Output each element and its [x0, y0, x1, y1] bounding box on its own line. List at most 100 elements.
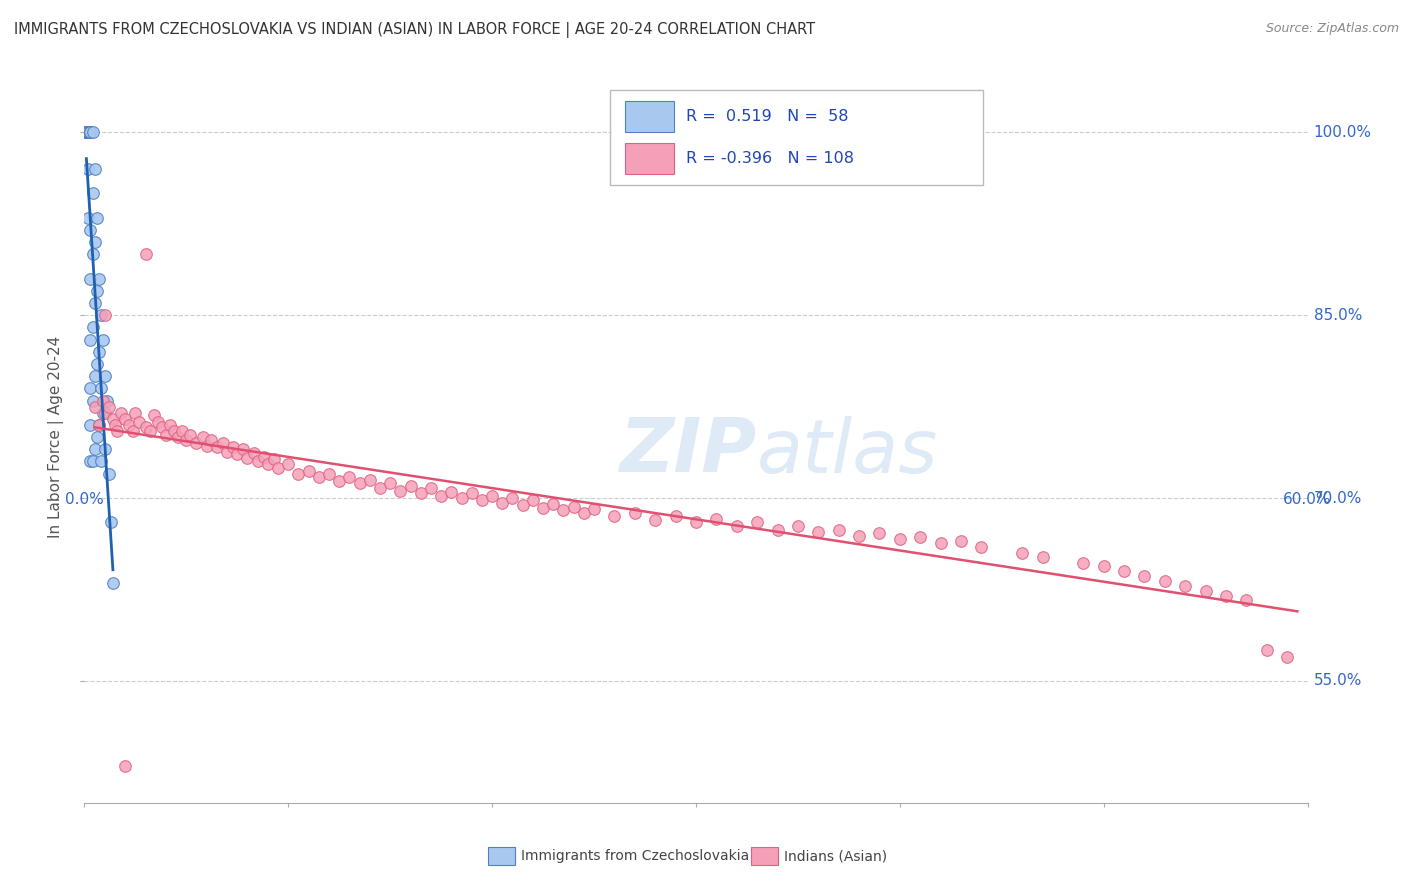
Y-axis label: In Labor Force | Age 20-24: In Labor Force | Age 20-24 [48, 336, 65, 538]
Point [93, 406, 115, 420]
Point [128, 416, 150, 430]
Point [105, 424, 128, 438]
Point [146, 416, 169, 430]
Point [624, 506, 647, 520]
Point [79, 271, 101, 285]
Point [79, 333, 101, 347]
Text: 100.0%: 100.0% [1313, 125, 1372, 140]
Point [118, 417, 141, 432]
Point [135, 247, 157, 261]
Point [77, 211, 100, 225]
Text: atlas: atlas [758, 416, 939, 488]
Point [82, 393, 104, 408]
FancyBboxPatch shape [626, 102, 673, 132]
Text: 85.0%: 85.0% [1313, 308, 1362, 323]
Point [205, 440, 228, 454]
Point [83, 400, 105, 414]
Point [1032, 549, 1054, 564]
Point [77, 125, 100, 139]
Point [77, 125, 100, 139]
Text: IMMIGRANTS FROM CZECHOSLOVAKIA VS INDIAN (ASIAN) IN LABOR FORCE | AGE 20-24 CORR: IMMIGRANTS FROM CZECHOSLOVAKIA VS INDIAN… [14, 22, 815, 38]
Point [380, 476, 402, 491]
Point [195, 439, 218, 453]
Point [79, 125, 101, 139]
Point [82, 186, 104, 201]
Point [409, 486, 432, 500]
Point [420, 481, 443, 495]
Point [100, 516, 122, 530]
Point [87, 417, 110, 432]
Point [531, 500, 554, 515]
Point [75, 125, 97, 139]
Point [97, 467, 120, 481]
FancyBboxPatch shape [610, 90, 983, 185]
Point [910, 530, 932, 544]
Text: R =  0.519   N =  58: R = 0.519 N = 58 [686, 109, 849, 124]
Point [186, 436, 208, 450]
Point [522, 493, 544, 508]
Point [481, 489, 503, 503]
Point [461, 486, 484, 500]
Point [91, 393, 114, 408]
Point [512, 499, 534, 513]
Point [747, 516, 769, 530]
Point [97, 400, 120, 414]
Point [83, 235, 105, 249]
Point [79, 454, 101, 468]
Point [90, 308, 112, 322]
Text: Immigrants from Czechoslovakia: Immigrants from Czechoslovakia [522, 849, 749, 863]
Point [75, 125, 97, 139]
Point [1236, 593, 1258, 607]
Point [79, 125, 101, 139]
Point [155, 427, 177, 442]
Point [766, 523, 789, 537]
Point [450, 491, 472, 505]
Point [77, 125, 100, 139]
Point [82, 320, 104, 334]
Point [399, 479, 422, 493]
Point [79, 223, 101, 237]
Point [222, 440, 245, 454]
Point [77, 125, 100, 139]
Point [138, 424, 160, 438]
FancyBboxPatch shape [751, 847, 778, 865]
Point [174, 433, 197, 447]
Point [603, 509, 626, 524]
Point [471, 493, 494, 508]
Point [77, 125, 100, 139]
Point [339, 470, 361, 484]
Point [124, 406, 146, 420]
Point [1154, 574, 1177, 588]
Point [96, 393, 118, 408]
Point [142, 408, 165, 422]
Point [77, 125, 100, 139]
Point [298, 464, 321, 478]
Point [644, 513, 666, 527]
Point [75, 125, 97, 139]
Point [685, 516, 707, 530]
Point [79, 125, 101, 139]
Point [200, 433, 222, 447]
Point [77, 161, 100, 176]
Point [163, 424, 186, 438]
Point [212, 436, 235, 450]
Point [236, 450, 259, 465]
Point [502, 491, 524, 505]
Point [75, 125, 97, 139]
Text: 60.0%: 60.0% [1284, 492, 1331, 507]
Point [93, 442, 115, 457]
Point [1195, 583, 1218, 598]
Point [889, 533, 911, 547]
Point [1256, 643, 1278, 657]
Point [242, 446, 264, 460]
Point [807, 525, 830, 540]
Point [87, 271, 110, 285]
FancyBboxPatch shape [626, 143, 673, 174]
FancyBboxPatch shape [488, 847, 515, 865]
Point [725, 519, 748, 533]
Point [665, 509, 688, 524]
Text: 70.0%: 70.0% [1313, 491, 1362, 506]
Text: R = -0.396   N = 108: R = -0.396 N = 108 [686, 151, 855, 166]
Point [135, 420, 157, 434]
Text: 55.0%: 55.0% [1313, 673, 1362, 689]
